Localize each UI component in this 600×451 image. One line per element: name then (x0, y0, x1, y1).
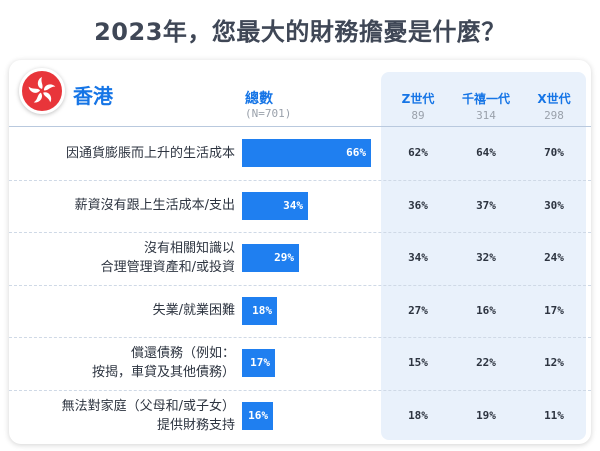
generation-cell-m: 37% (476, 198, 496, 212)
millennial-sample-size: 314 (476, 109, 496, 122)
row-label-line: 無法對家庭（父母和/或子女） (61, 398, 235, 414)
total-bar (242, 401, 273, 430)
gen-z-header: Z世代 (401, 92, 435, 106)
generation-cell-z: 62% (408, 146, 428, 160)
row-label-line: 薪資沒有跟上生活成本/支出 (74, 198, 235, 214)
total-bar (242, 139, 371, 168)
total-bar (242, 244, 299, 273)
generation-cell-x: 70% (544, 146, 564, 160)
row-label: 沒有相關知識以合理管理資產和/或投資 (9, 239, 235, 277)
total-bar-label: 16% (248, 408, 268, 422)
row-label-line: 沒有相關知識以 (143, 241, 235, 257)
page-title: 2023年，您最大的財務擔憂是什麼？ (94, 18, 506, 46)
gen-z-sample-size: 89 (411, 109, 425, 122)
row-divider (9, 389, 591, 391)
generation-cell-z: 34% (408, 251, 428, 265)
row-divider (9, 232, 591, 233)
total-bar-label: 17% (250, 356, 270, 370)
row-divider (9, 179, 591, 181)
generation-cell-m: 64% (476, 146, 496, 160)
generation-cell-z: 18% (408, 408, 428, 422)
generation-cell-z: 27% (408, 303, 428, 317)
row-label: 失業/就業困難 (9, 301, 235, 320)
generation-cell-m: 32% (476, 251, 496, 265)
generation-cell-m: 16% (476, 303, 496, 317)
hong-kong-flag-icon (19, 68, 65, 114)
region-name: 香港 (73, 84, 113, 108)
total-bar (242, 191, 308, 220)
total-bar-label: 29% (274, 251, 294, 265)
generation-cell-x: 17% (544, 303, 564, 317)
total-bar-label: 18% (252, 303, 272, 317)
generation-cell-x: 12% (544, 356, 564, 370)
total-bar (242, 296, 277, 325)
row-divider (9, 284, 591, 286)
row-label: 因通貨膨脹而上升的生活成本 (9, 144, 235, 163)
generation-cell-z: 36% (408, 198, 428, 212)
gen-x-header: X世代 (537, 92, 571, 106)
row-label-line: 因通貨膨脹而上升的生活成本 (65, 145, 235, 161)
generation-cell-x: 11% (544, 408, 564, 422)
generation-cell-x: 30% (544, 198, 564, 212)
total-bar-label: 34% (283, 198, 303, 212)
generation-cell-m: 19% (476, 408, 496, 422)
survey-card: 香港 總數 (N=701) Z世代 89 千禧一代 314 X世代 298 因通… (9, 60, 591, 444)
row-label: 無法對家庭（父母和/或子女） 提供財務支持 (9, 397, 235, 435)
total-bar-label: 66% (346, 146, 366, 160)
row-label: 償還債務（例如： 按揭，車貸及其他債務） (9, 344, 235, 382)
row-label: 薪資沒有跟上生活成本/支出 (9, 196, 235, 215)
gen-x-sample-size: 298 (544, 109, 564, 122)
row-label-line: 提供財務支持 (156, 417, 235, 433)
total-sample-size: (N=701) (245, 107, 292, 120)
generation-cell-m: 22% (476, 356, 496, 370)
generation-cell-z: 15% (408, 356, 428, 370)
row-label-line: 合理管理資產和/或投資 (100, 260, 235, 276)
header-divider (9, 126, 591, 127)
row-label-line: 失業/就業困難 (152, 303, 235, 319)
generation-cell-x: 24% (544, 251, 564, 265)
total-header: 總數 (245, 91, 273, 107)
row-label-line: 按揭，車貸及其他債務） (91, 365, 235, 381)
generation-panel (381, 72, 586, 440)
total-bar (242, 349, 275, 378)
row-label-line: 償還債務（例如： (130, 346, 235, 362)
millennial-header: 千禧一代 (461, 92, 510, 106)
row-divider (9, 337, 591, 338)
